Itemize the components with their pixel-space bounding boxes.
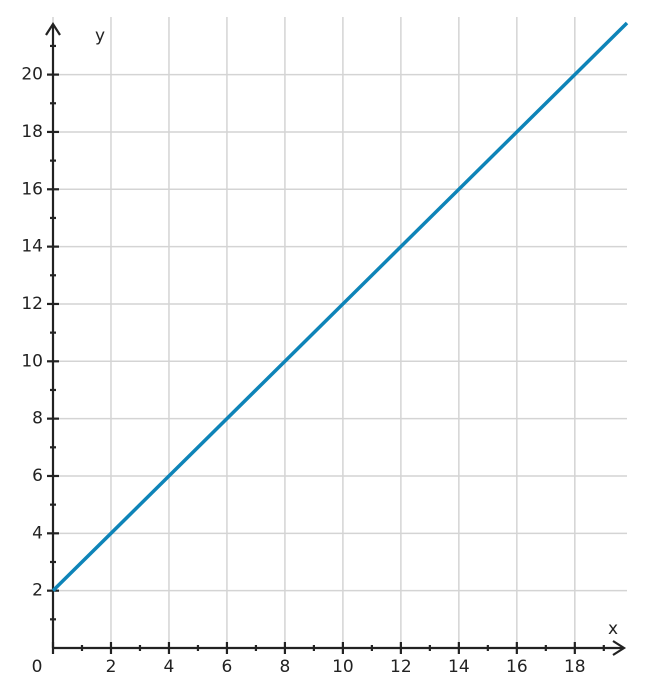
x-tick-label: 6 bbox=[222, 657, 233, 677]
y-tick-label: 8 bbox=[32, 409, 43, 429]
x-axis-arrow bbox=[612, 640, 627, 656]
x-tick-label: 12 bbox=[390, 657, 412, 677]
y-tick-label: 16 bbox=[21, 179, 43, 199]
y-tick-label: 18 bbox=[21, 122, 43, 142]
x-tick-label: 8 bbox=[280, 657, 291, 677]
x-tick-label: 0 bbox=[32, 657, 43, 677]
x-tick-label: 16 bbox=[506, 657, 528, 677]
y-tick-label: 12 bbox=[21, 294, 43, 314]
x-tick-label: 2 bbox=[106, 657, 117, 677]
x-tick-label: 10 bbox=[332, 657, 354, 677]
line bbox=[51, 21, 629, 592]
y-tick-label: 4 bbox=[32, 523, 43, 543]
y-axis-label: y bbox=[95, 26, 105, 46]
x-axis-label: x bbox=[608, 619, 618, 639]
y-tick-label: 20 bbox=[21, 65, 43, 85]
y-tick-label: 6 bbox=[32, 466, 43, 486]
y-tick-label: 14 bbox=[21, 237, 43, 257]
x-tick-label: 14 bbox=[448, 657, 470, 677]
y-tick-label: 2 bbox=[32, 581, 43, 601]
x-tick-label: 18 bbox=[564, 657, 586, 677]
x-tick-label: 4 bbox=[164, 657, 175, 677]
y-axis-arrow bbox=[45, 21, 61, 36]
y-tick-label: 10 bbox=[21, 351, 43, 371]
